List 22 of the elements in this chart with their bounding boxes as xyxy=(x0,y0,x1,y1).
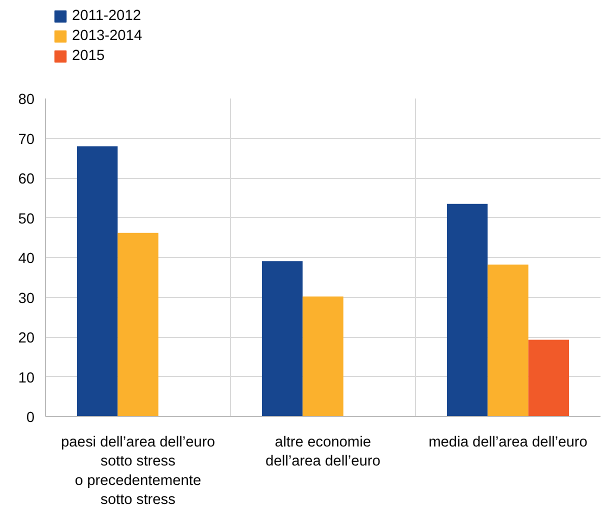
y-tick-label: 50 xyxy=(18,211,35,228)
y-tick-label: 40 xyxy=(18,251,35,267)
bar xyxy=(302,296,344,416)
y-tick-label: 20 xyxy=(18,330,35,346)
legend-label: 2013-2014 xyxy=(72,28,142,44)
legend-label: 2015 xyxy=(72,48,105,64)
y-tick-label: 60 xyxy=(18,172,35,188)
x-tick-label: media dell’area dell’euro xyxy=(428,434,588,450)
y-tick-label: 30 xyxy=(18,290,35,307)
y-tick-label: 80 xyxy=(18,92,35,108)
legend-label: 2011-2012 xyxy=(72,8,142,24)
x-tick-label: paesi dell’area dell’euro sotto stress o precedentemente sotto stress xyxy=(61,434,216,508)
y-tick-label: 10 xyxy=(18,370,35,386)
bar xyxy=(446,204,488,416)
y-tick-label: 70 xyxy=(18,132,35,148)
x-tick-label: altre economie dell’area dell’euro xyxy=(266,434,380,470)
bar xyxy=(262,261,303,416)
bar xyxy=(76,146,118,416)
y-tick-label: 0 xyxy=(26,410,35,426)
bar xyxy=(118,232,158,416)
bar xyxy=(528,340,570,416)
bar xyxy=(488,264,528,416)
